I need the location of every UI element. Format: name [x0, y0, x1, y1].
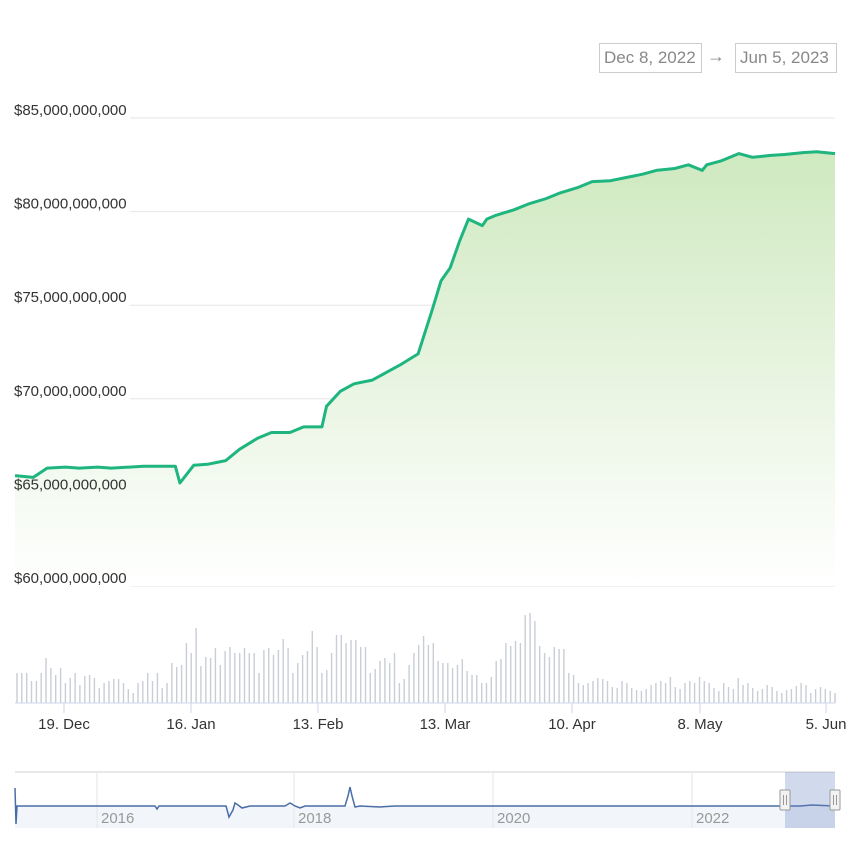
x-axis-label: 10. Apr [548, 716, 596, 733]
range-to-input[interactable]: Jun 5, 2023 [735, 43, 837, 73]
y-axis-label: $85,000,000,000 [14, 102, 127, 119]
x-axis-label: 13. Feb [293, 716, 344, 733]
y-axis-label: $75,000,000,000 [14, 289, 127, 306]
price-area [14, 150, 836, 586]
range-from-input[interactable]: Dec 8, 2022 [599, 43, 702, 73]
price-line [14, 150, 836, 485]
x-axis-label: 16. Jan [166, 716, 215, 733]
x-axis-label: 19. Dec [38, 716, 90, 733]
y-axis-label: $70,000,000,000 [14, 383, 127, 400]
range-arrow-icon: → [707, 46, 725, 66]
navigator-year-label: 2022 [696, 810, 729, 827]
y-axis-label: $60,000,000,000 [14, 570, 127, 587]
x-axis-label: 8. May [677, 716, 723, 733]
navigator-series [14, 786, 836, 825]
navigator-year-label: 2016 [101, 810, 134, 827]
navigator[interactable]: 2016 2018 2020 2022 [14, 771, 841, 828]
navigator-right-handle[interactable] [829, 789, 841, 811]
x-axis-label: 13. Mar [420, 716, 471, 733]
x-axis-label: 5. Jun [806, 716, 847, 733]
navigator-left-handle[interactable] [779, 789, 791, 811]
navigator-selection[interactable] [785, 772, 835, 828]
x-axis: 19. Dec 16. Jan 13. Feb 13. Mar 10. Apr 8. Ma… [15, 702, 847, 733]
y-axis-label: $80,000,000,000 [14, 196, 127, 213]
y-axis-labels: $85,000,000,000 $80,000,000,000 $75,000,00… [14, 102, 127, 587]
navigator-year-label: 2018 [298, 810, 331, 827]
navigator-year-label: 2020 [497, 810, 530, 827]
y-axis-label: $65,000,000,000 [14, 476, 127, 493]
volume-bars [16, 613, 836, 703]
